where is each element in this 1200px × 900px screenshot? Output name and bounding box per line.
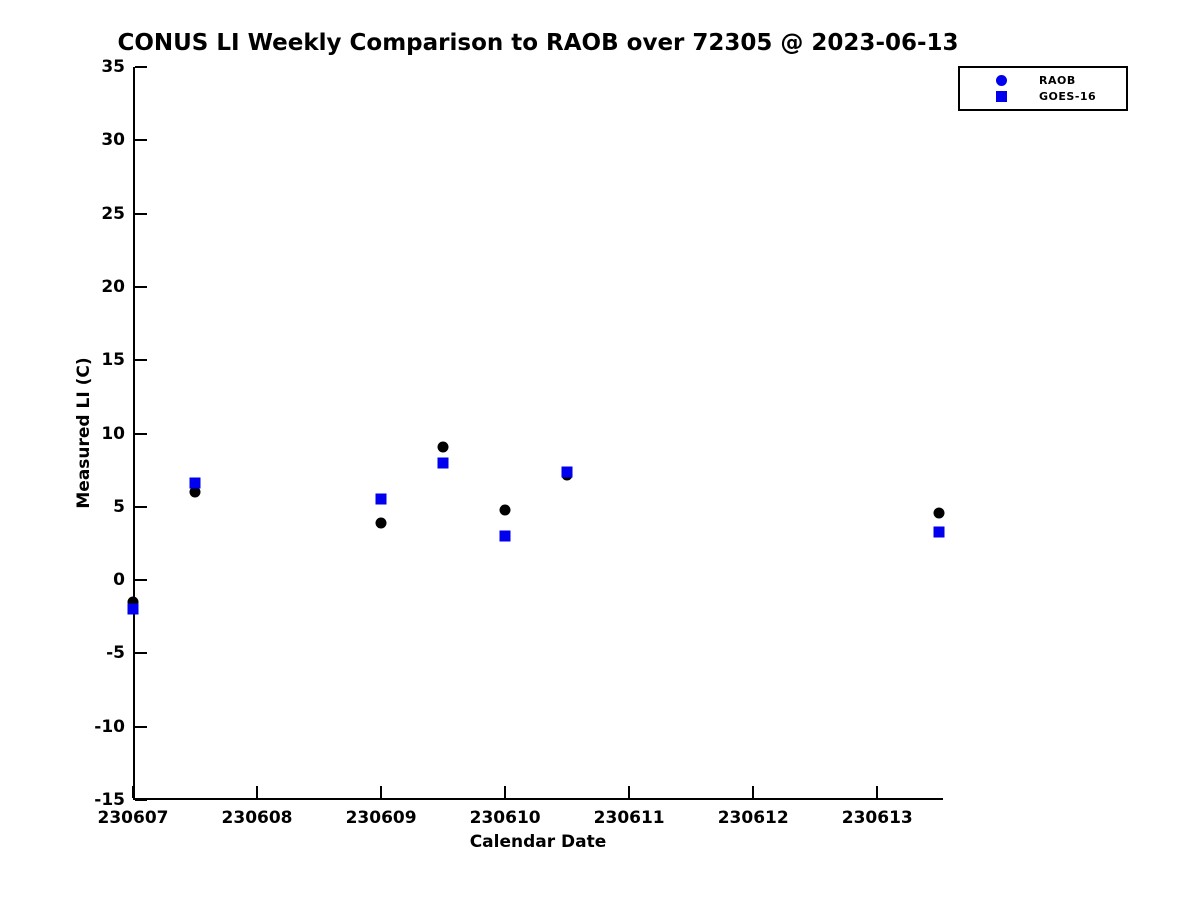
y-tick-mark xyxy=(135,432,147,435)
y-tick-mark xyxy=(135,799,147,801)
data-point-raob xyxy=(437,441,449,453)
plot-area: 35 30 25 20 15 10 5 0 -5 -10 -15 230607 230608 23060… xyxy=(94,57,945,828)
y-tick-label: -5 xyxy=(106,643,125,664)
data-point-raob xyxy=(189,486,201,498)
y-axis-spine xyxy=(133,67,135,800)
y-tick-mark xyxy=(135,652,147,655)
y-tick-label: -10 xyxy=(94,716,125,737)
x-tick-mark xyxy=(132,786,134,798)
y-tick-label: 30 xyxy=(101,130,125,151)
x-tick-mark xyxy=(504,786,507,798)
legend-row-goes16: GOES-16 xyxy=(960,88,1126,104)
data-point-raob xyxy=(499,504,511,516)
raob-legend-label: RAOB xyxy=(1039,73,1076,87)
legend: RAOB GOES-16 xyxy=(958,66,1128,111)
data-point-raob xyxy=(127,596,139,608)
data-point-raob xyxy=(375,517,387,529)
x-tick-label: 230610 xyxy=(469,808,541,828)
y-tick-label: 25 xyxy=(101,203,125,224)
data-point-goes-16 xyxy=(499,530,511,542)
x-axis-spine xyxy=(133,798,943,800)
x-tick-mark xyxy=(628,786,631,798)
y-tick-mark xyxy=(135,66,147,68)
goes16-legend-marker-icon xyxy=(996,90,1007,102)
x-tick-mark xyxy=(256,786,259,798)
x-tick-label: 230608 xyxy=(221,808,293,828)
data-point-goes-16 xyxy=(127,603,139,615)
x-tick-label: 230611 xyxy=(593,808,665,828)
y-tick-mark xyxy=(135,359,147,362)
y-tick-label: 5 xyxy=(113,496,125,517)
y-tick-mark xyxy=(135,139,147,142)
y-tick-label: 15 xyxy=(101,350,125,371)
y-tick-label: 20 xyxy=(101,276,125,297)
data-point-raob xyxy=(933,507,945,519)
data-point-goes-16 xyxy=(189,477,201,489)
y-tick-label: 35 xyxy=(101,57,125,77)
y-tick-mark xyxy=(135,505,147,508)
y-tick-mark xyxy=(135,579,147,582)
chart-title: CONUS LI Weekly Comparison to RAOB over … xyxy=(117,30,959,56)
x-tick-label: 230607 xyxy=(97,808,169,828)
y-tick-mark xyxy=(135,285,147,288)
goes16-legend-label: GOES-16 xyxy=(1039,89,1097,103)
data-point-goes-16 xyxy=(933,526,945,538)
data-point-goes-16 xyxy=(561,466,573,478)
data-point-goes-16 xyxy=(437,457,449,469)
legend-row-raob: RAOB xyxy=(960,72,1126,88)
raob-legend-marker-icon xyxy=(996,74,1007,86)
y-tick-mark xyxy=(135,725,147,728)
x-tick-mark xyxy=(752,786,755,798)
y-tick-label: -15 xyxy=(94,790,125,810)
y-tick-mark xyxy=(135,212,147,215)
x-tick-mark xyxy=(876,786,879,798)
x-tick-label: 230613 xyxy=(841,808,913,828)
x-tick-mark xyxy=(380,786,383,798)
y-tick-label: 0 xyxy=(113,570,125,591)
x-tick-label: 230612 xyxy=(717,808,789,828)
data-point-goes-16 xyxy=(375,493,387,505)
y-tick-label: 10 xyxy=(101,423,125,444)
x-axis-label: Calendar Date xyxy=(469,832,607,852)
x-tick-label: 230609 xyxy=(345,808,417,828)
